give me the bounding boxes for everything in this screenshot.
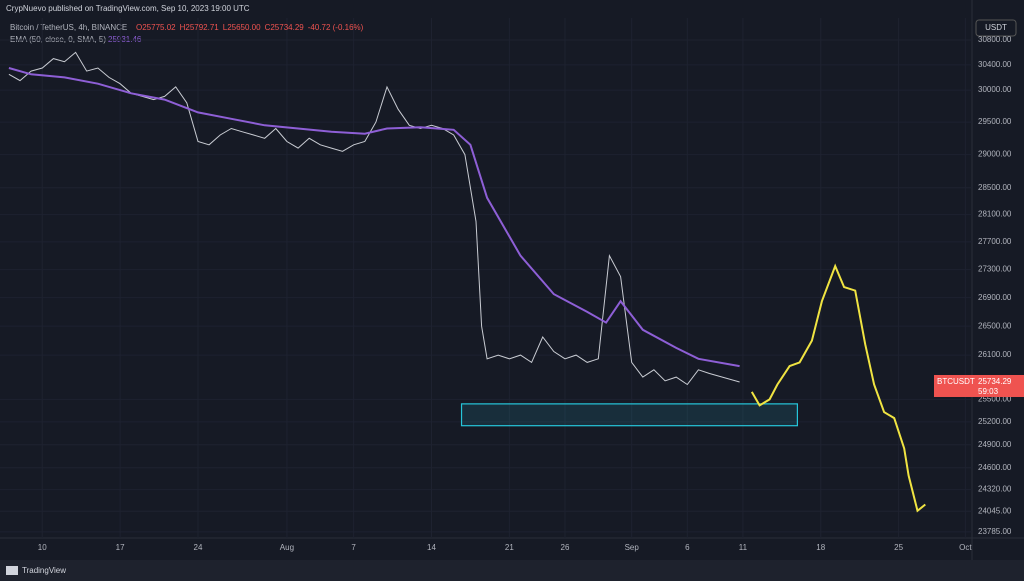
x-tick-label: Sep [625, 543, 640, 552]
x-tick-label: 21 [505, 543, 514, 552]
symbol: Bitcoin / TetherUS, 4h, BINANCE [10, 23, 127, 32]
y-tick-label: 30000.00 [978, 85, 1012, 94]
price-label-box [934, 374, 1024, 397]
ohlc-value: L25650.00 [223, 23, 261, 32]
y-tick-label: 26500.00 [978, 321, 1012, 330]
y-tick-label: 24045.00 [978, 506, 1012, 515]
y-tick-label: 26900.00 [978, 293, 1012, 302]
ohlc-value: H25792.71 [180, 23, 220, 32]
y-tick-label: 25200.00 [978, 417, 1012, 426]
x-tick-label: 14 [427, 543, 436, 552]
last-price: 25734.29 [978, 377, 1012, 386]
grid [0, 18, 972, 538]
x-tick-label: 24 [194, 543, 203, 552]
x-tick-label: Oct [959, 543, 972, 552]
ohlc-value: C25734.29 [265, 23, 305, 32]
x-tick-label: 17 [116, 543, 125, 552]
countdown: 59:03 [978, 387, 999, 396]
y-tick-label: 24600.00 [978, 463, 1012, 472]
publisher: CrypNuevo published on TradingView.com, … [6, 4, 250, 13]
y-tick-label: 30400.00 [978, 60, 1012, 69]
series-line [8, 67, 740, 368]
series-line [750, 263, 926, 513]
y-tick-label: 26100.00 [978, 350, 1012, 359]
footer-bar [0, 560, 1024, 581]
x-tick-label: 11 [739, 543, 748, 552]
ohlc-value: -40.72 (-0.16%) [308, 23, 364, 32]
currency-box[interactable] [975, 19, 1017, 37]
y-tick-label: 29500.00 [978, 117, 1012, 126]
y-tick-label: 25500.00 [978, 395, 1012, 404]
y-tick-label: 27700.00 [978, 237, 1012, 246]
x-tick-label: 10 [38, 543, 47, 552]
support-zone [460, 403, 798, 427]
x-tick-label: 25 [894, 543, 903, 552]
ticker-label: BTCUSDT [937, 377, 975, 386]
x-tick-label: 18 [816, 543, 825, 552]
y-tick-label: 23785.00 [978, 527, 1012, 536]
x-tick-label: 26 [561, 543, 570, 552]
currency[interactable]: USDT [985, 23, 1007, 32]
x-tick-label: Aug [280, 543, 294, 552]
y-tick-label: 29000.00 [978, 150, 1012, 159]
brand: TradingView [22, 566, 66, 575]
x-tick-label: 6 [685, 543, 690, 552]
x-tick-label: 7 [351, 543, 356, 552]
y-tick-label: 28500.00 [978, 183, 1012, 192]
y-tick-label: 30800.00 [978, 35, 1012, 44]
brand-logo [6, 566, 18, 575]
y-tick-label: 24320.00 [978, 485, 1012, 494]
y-tick-label: 24900.00 [978, 440, 1012, 449]
y-tick-label: 27300.00 [978, 265, 1012, 274]
y-tick-label: 28100.00 [978, 210, 1012, 219]
ohlc-value: O25775.02 [136, 23, 176, 32]
